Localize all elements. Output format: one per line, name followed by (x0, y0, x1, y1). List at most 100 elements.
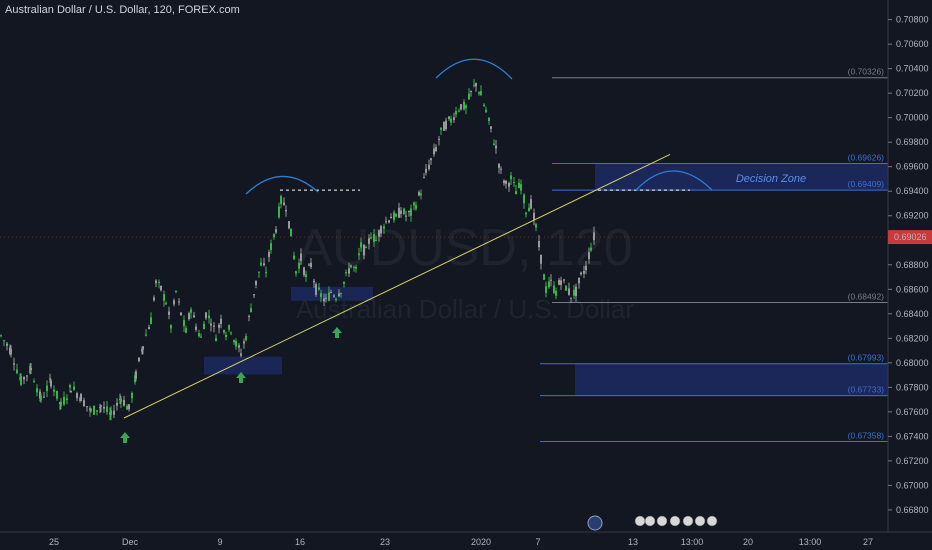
candle-body (185, 328, 187, 333)
candle-body (455, 111, 457, 115)
candle-body (525, 212, 527, 215)
candle-body (0, 335, 2, 337)
candle-body (110, 410, 112, 416)
current-price-badge (888, 230, 932, 245)
candle-body (468, 93, 470, 100)
candle-body (555, 290, 557, 296)
candle-body (213, 325, 215, 327)
candle-body (398, 207, 400, 218)
candle-body (46, 385, 48, 392)
candle-body (430, 158, 432, 161)
candle-body (205, 312, 207, 319)
y-tick-label: 0.69600 (896, 162, 929, 172)
candle-body (488, 117, 490, 121)
candle-body (405, 215, 407, 217)
head-arc (245, 175, 319, 195)
candle-body (588, 252, 590, 260)
candle-body (275, 229, 277, 233)
candle-body (308, 264, 310, 266)
candle-body (253, 294, 255, 296)
candle-body (410, 208, 412, 216)
candle-body (223, 330, 225, 333)
y-tick-label: 0.69400 (896, 186, 929, 196)
candle-body (473, 84, 475, 86)
candle-body (148, 327, 150, 330)
x-tick-label: Dec (122, 537, 139, 547)
candle-body (393, 212, 395, 221)
candle-body (490, 126, 492, 129)
candle-body (190, 309, 192, 313)
candle-body (435, 146, 437, 152)
globe-icon (587, 515, 603, 531)
candle-body (493, 143, 495, 145)
candle-body (50, 380, 52, 387)
candle-body (528, 207, 530, 212)
candle-body (390, 216, 392, 219)
candle-body (508, 183, 510, 187)
candle-body (395, 214, 397, 217)
candle-body (313, 280, 315, 283)
x-tick-label: 16 (295, 537, 305, 547)
y-axis-panel (888, 0, 932, 550)
candle-body (298, 262, 300, 269)
level-label: (0.67993) (848, 353, 885, 363)
candle-body (310, 262, 312, 268)
candle-body (170, 325, 172, 329)
candle-body (26, 375, 28, 377)
x-axis[interactable]: 25 Dec 9 16 23 2020 7 13 13:00 20 13:00 27 (0, 515, 932, 547)
candle-body (155, 280, 157, 284)
candle-body (520, 184, 522, 191)
candle-body (235, 340, 237, 347)
candle-body (320, 293, 322, 298)
candle-body (16, 369, 18, 374)
y-tick-label: 0.69800 (896, 137, 929, 147)
y-tick-label: 0.68400 (896, 309, 929, 319)
y-axis[interactable]: 0.70800 0.70600 0.70400 0.70200 0.70000 0.698… (887, 0, 932, 550)
candle-body (173, 300, 175, 305)
candle-body (543, 274, 545, 280)
candle-body (163, 294, 165, 301)
y-tick-label: 0.68000 (896, 358, 929, 368)
candle-body (3, 340, 5, 342)
candle-body (343, 281, 345, 284)
candle-body (440, 127, 442, 130)
y-tick-label: 0.66800 (896, 505, 929, 515)
event-icon (706, 515, 718, 527)
candles (0, 79, 595, 421)
candle-body (340, 293, 342, 295)
candle-body (360, 242, 362, 248)
zones (204, 163, 888, 396)
candle-body (40, 395, 42, 401)
candle-body (96, 410, 98, 412)
candle-body (300, 253, 302, 261)
candle-body (288, 221, 290, 229)
candle-body (283, 202, 285, 206)
up-arrow-icon (120, 432, 130, 443)
candle-body (250, 308, 252, 313)
candle-body (333, 295, 335, 297)
candle-body (408, 211, 410, 213)
candle-body (553, 285, 555, 293)
candle-body (150, 317, 152, 325)
candle-body (590, 247, 592, 251)
candle-body (99, 407, 101, 409)
level-label: (0.69626) (848, 153, 885, 163)
candle-body (593, 232, 595, 241)
candle-body (13, 363, 15, 365)
candle-body (225, 334, 227, 338)
candle-body (480, 91, 482, 96)
candle-body (373, 233, 375, 243)
candle-body (330, 292, 332, 294)
candle-body (428, 164, 430, 169)
x-tick-label: 27 (863, 537, 873, 547)
candle-body (93, 405, 95, 415)
candle-body (153, 297, 155, 301)
candle-body (385, 221, 387, 223)
candle-body (420, 193, 422, 196)
candle-body (53, 389, 55, 392)
candle-body (175, 291, 177, 293)
candle-body (39, 391, 41, 399)
level-label: (0.69409) (848, 179, 885, 189)
candle-body (60, 401, 62, 407)
